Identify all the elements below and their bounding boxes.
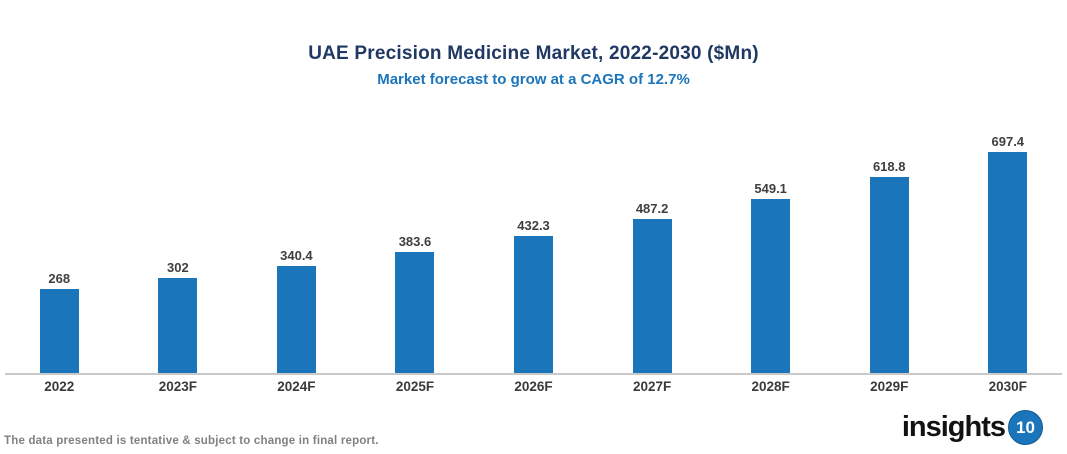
bar-value-label: 302 [166,260,189,275]
chart-title: UAE Precision Medicine Market, 2022-2030… [308,43,759,64]
insights10-logo: insights 10 [902,410,1043,445]
bar-chart-plot-area: 268 302 340.4 383.6 432.3 487.2 549.1 618.8 697.… [0,134,1067,374]
x-axis-label: 2027F [632,379,672,394]
disclaimer-text: The data presented is tentative & subjec… [4,435,379,447]
bar-value-label: 618.8 [872,159,906,174]
bar [158,278,198,374]
bar [632,219,672,374]
bar [39,289,79,374]
logo-badge-circle: 10 [1008,410,1043,445]
x-axis-label: 2022 [44,379,75,394]
bar [276,266,316,374]
bar [988,152,1028,374]
bar-column: 549.1 [711,181,830,374]
x-axis-labels-row: 2022 2023F 2024F 2025F 2026F 2027F 2028F 2029F 2… [0,379,1067,394]
bar [869,177,909,374]
bar [395,252,435,374]
x-axis-label: 2024F [277,379,316,394]
x-axis-label: 2023F [158,379,197,394]
bar-value-label: 383.6 [398,234,432,249]
bar-column: 383.6 [356,234,475,374]
bar-column: 340.4 [237,248,356,374]
bar [514,236,554,374]
x-axis-label: 2029F [870,379,909,394]
bar-column: 697.4 [949,134,1067,374]
bar-column: 302 [119,260,238,374]
bar-column: 487.2 [593,201,712,374]
logo-text: insights [901,411,1006,443]
x-axis-label: 2028F [751,379,790,394]
x-axis-line [5,373,1062,375]
bar-column: 618.8 [830,159,949,374]
bar [751,199,791,374]
bar-value-label: 549.1 [754,181,787,196]
bar-value-label: 340.4 [280,248,313,263]
bar-column: 268 [0,271,119,374]
bar-value-label: 487.2 [635,201,669,216]
x-axis-label: 2025F [395,379,435,394]
bar-value-label: 432.3 [517,218,550,233]
bar-column: 432.3 [474,218,593,374]
x-axis-label: 2026F [514,379,553,394]
x-axis-label: 2030F [988,379,1027,394]
bar-value-label: 268 [48,271,71,286]
bar-value-label: 697.4 [991,134,1025,149]
chart-subtitle: Market forecast to grow at a CAGR of 12.… [377,71,690,88]
